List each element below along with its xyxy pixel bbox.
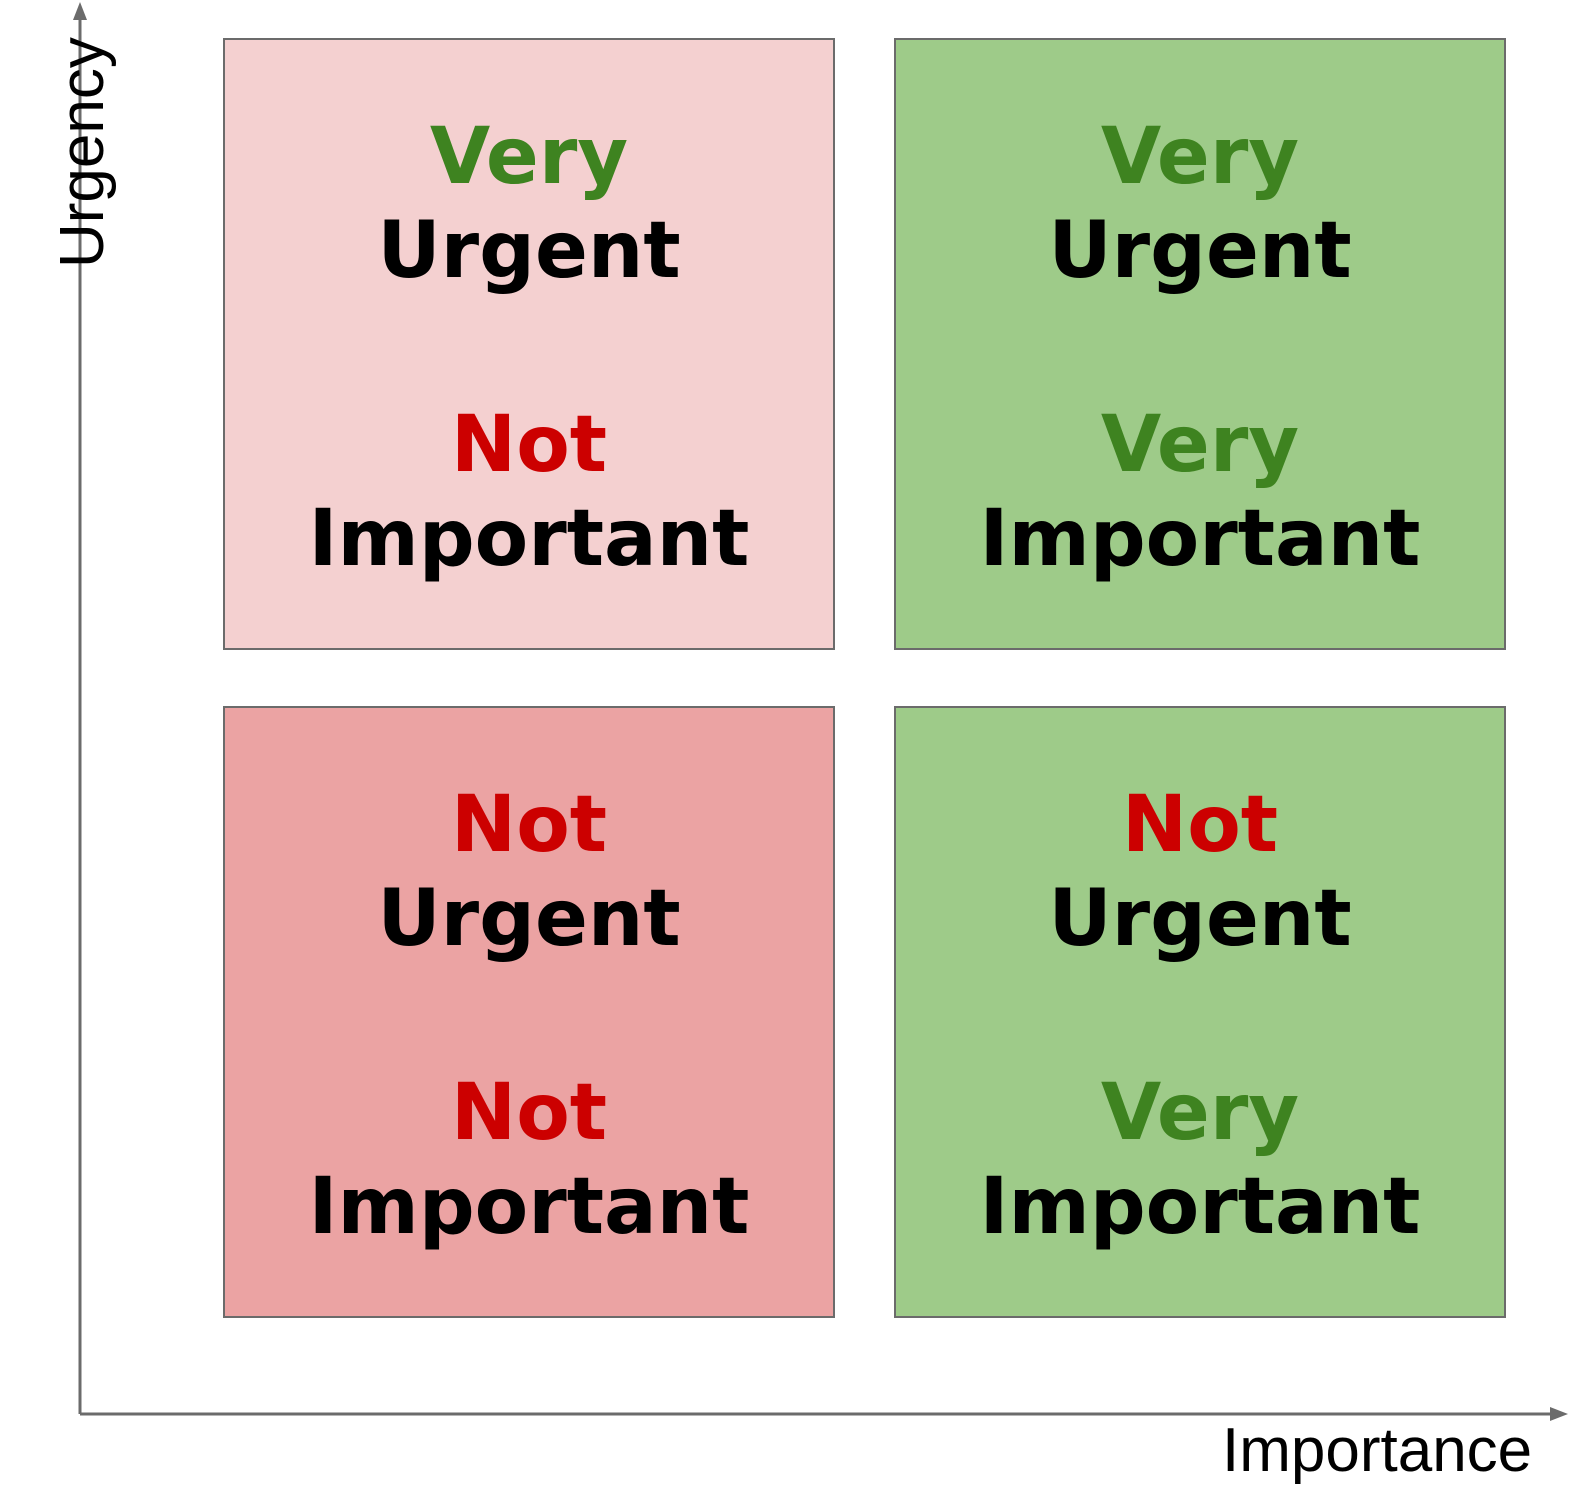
urgency-word: Urgent [377,874,681,964]
y-axis-label: Urgency [48,37,117,268]
urgency-qualifier: Not [450,780,608,870]
importance-word: Important [979,1162,1421,1252]
urgency-qualifier: Not [1121,780,1279,870]
urgency-qualifier: Very [429,112,629,202]
importance-word: Important [308,1162,750,1252]
importance-word: Important [308,494,750,584]
quadrant-top-left: Very Urgent Not Important [223,38,835,650]
quadrant-top-right: Very Urgent Very Important [894,38,1506,650]
urgency-qualifier: Very [1100,112,1300,202]
y-axis-arrowhead [73,2,87,20]
urgency-word: Urgent [1048,206,1352,296]
x-axis-label: Importance [1222,1416,1533,1485]
urgency-word: Urgent [377,206,681,296]
x-axis-arrowhead [1550,1407,1568,1421]
importance-qualifier: Very [1100,400,1300,490]
importance-qualifier: Not [450,1068,608,1158]
quadrant-bottom-right: Not Urgent Very Important [894,706,1506,1318]
importance-qualifier: Very [1100,1068,1300,1158]
importance-qualifier: Not [450,400,608,490]
importance-word: Important [979,494,1421,584]
urgency-word: Urgent [1048,874,1352,964]
quadrant-bottom-left: Not Urgent Not Important [223,706,835,1318]
